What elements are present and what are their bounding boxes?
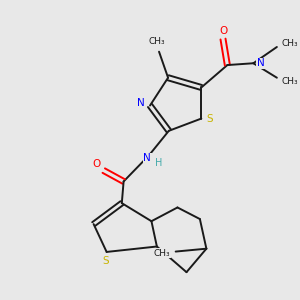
Text: CH₃: CH₃	[154, 249, 170, 258]
Text: O: O	[92, 159, 101, 169]
Text: S: S	[103, 256, 109, 266]
Text: CH₃: CH₃	[281, 77, 298, 86]
Text: N: N	[257, 58, 265, 68]
Text: N: N	[137, 98, 145, 108]
Text: CH₃: CH₃	[281, 39, 298, 48]
Text: CH₃: CH₃	[149, 37, 166, 46]
Text: S: S	[206, 114, 213, 124]
Text: N: N	[143, 153, 151, 163]
Text: O: O	[219, 26, 227, 36]
Text: H: H	[155, 158, 163, 168]
